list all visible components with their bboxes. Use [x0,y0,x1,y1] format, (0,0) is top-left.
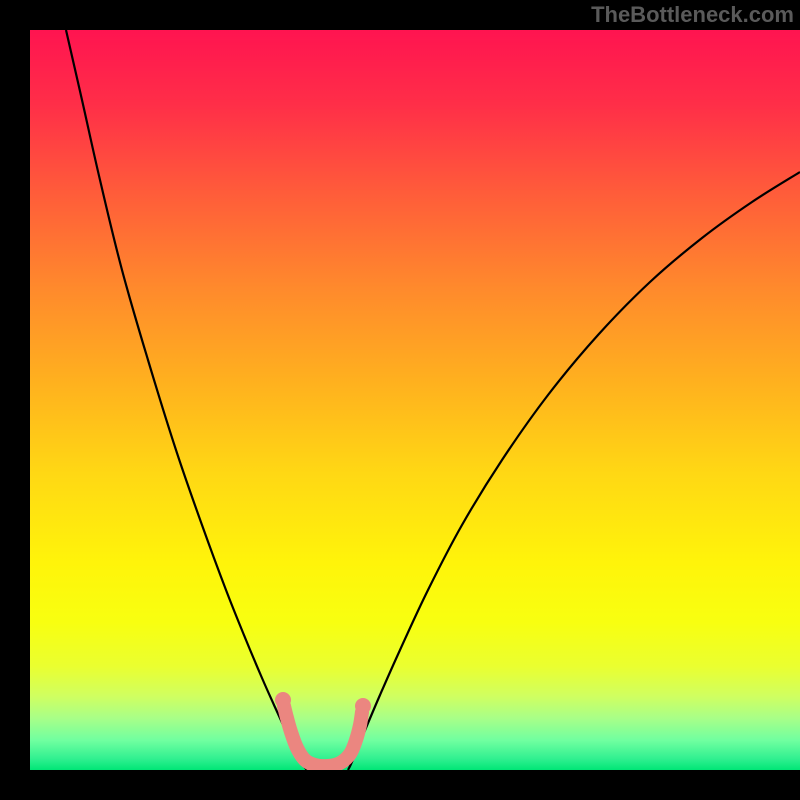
watermark-text: TheBottleneck.com [591,2,794,28]
chart-svg [30,30,800,770]
frame-bottom [0,770,800,800]
plot-area [30,30,800,770]
curve-right [348,172,800,770]
frame-left [0,0,30,800]
marker-dot [275,692,291,708]
curve-left [66,30,307,770]
bottom-marker-path [284,706,362,766]
marker-dot [355,698,371,714]
